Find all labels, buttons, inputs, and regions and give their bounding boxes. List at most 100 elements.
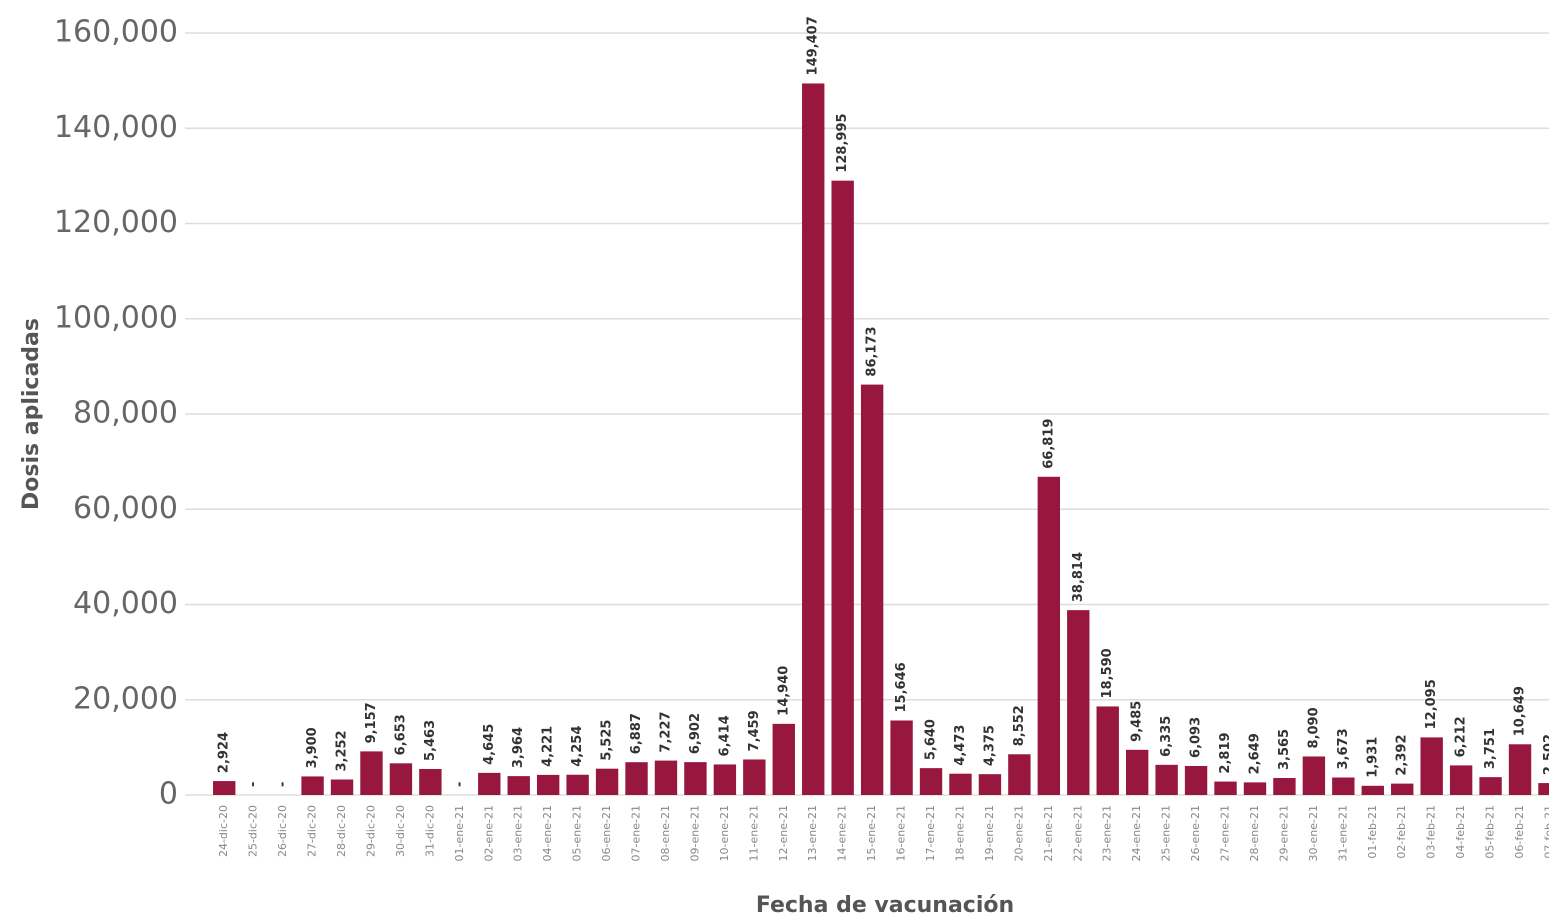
- bar: [1391, 783, 1414, 795]
- value-label: 6,653: [393, 714, 408, 755]
- x-tick-label: 04-feb-21: [1454, 805, 1467, 859]
- value-label: 4,645: [482, 724, 497, 765]
- value-label: 2,502: [1542, 734, 1549, 775]
- x-tick-label: 01-ene-21: [453, 805, 466, 861]
- bar: [1067, 610, 1090, 795]
- x-tick-label: 25-ene-21: [1160, 805, 1173, 861]
- x-tick-label: 30-ene-21: [1307, 805, 1320, 861]
- x-tick-label: 05-ene-21: [571, 805, 584, 861]
- value-label: 6,093: [1189, 717, 1204, 758]
- value-label: -: [246, 782, 261, 787]
- bar: [1302, 756, 1326, 795]
- value-label: 128,995: [835, 113, 850, 172]
- bar: [1479, 777, 1502, 795]
- x-axis-label: Fecha de vacunación: [756, 893, 1014, 918]
- bar: [1273, 778, 1296, 795]
- x-tick-label: 07-feb-21: [1542, 805, 1549, 859]
- bar: [1008, 754, 1031, 795]
- value-label: 3,565: [1277, 729, 1292, 770]
- value-label: 9,157: [364, 702, 379, 743]
- bar: [213, 781, 236, 795]
- value-label: 18,590: [1100, 648, 1115, 698]
- y-axis-label: Dosis aplicadas: [19, 318, 44, 510]
- value-label: -: [452, 782, 467, 787]
- x-tick-label: 11-ene-21: [747, 805, 760, 861]
- value-label: 1,931: [1365, 737, 1380, 778]
- value-label: 8,552: [1012, 705, 1027, 746]
- x-tick-label: 16-ene-21: [895, 805, 908, 861]
- x-tick-label: 15-ene-21: [865, 805, 878, 861]
- value-label: 9,485: [1130, 701, 1145, 742]
- bar: [743, 759, 766, 795]
- y-tick-label: 0: [159, 777, 178, 812]
- value-label: 38,814: [1071, 552, 1086, 602]
- value-label: 2,649: [1247, 733, 1262, 774]
- value-label: -: [276, 782, 291, 787]
- x-tick-label: 24-ene-21: [1130, 805, 1143, 861]
- bar: [625, 762, 648, 795]
- bar: [478, 772, 501, 795]
- bar: [713, 764, 737, 795]
- bar: [1420, 737, 1443, 795]
- bar: [1538, 783, 1549, 795]
- value-label: 5,640: [924, 719, 939, 760]
- x-tick-label: 12-ene-21: [777, 805, 790, 861]
- x-tick-label: 28-dic-20: [335, 805, 348, 857]
- value-label: 86,173: [865, 326, 880, 376]
- bar: [1184, 765, 1208, 795]
- x-tick-label: 31-ene-21: [1336, 805, 1349, 861]
- bar: [1243, 782, 1267, 795]
- bar: [1361, 785, 1384, 795]
- bar: [831, 180, 854, 795]
- value-label: 8,090: [1306, 707, 1321, 748]
- x-tick-label: 02-feb-21: [1395, 805, 1408, 859]
- x-tick-label: 07-ene-21: [630, 805, 643, 861]
- bar: [890, 720, 913, 795]
- x-tick-label: 30-dic-20: [394, 805, 407, 857]
- x-tick-label: 06-ene-21: [600, 805, 613, 861]
- y-tick-label: 140,000: [54, 110, 178, 145]
- x-tick-label: 03-feb-21: [1425, 805, 1438, 859]
- value-label: 6,414: [717, 715, 732, 756]
- bar: [330, 779, 354, 795]
- value-label: 2,392: [1395, 734, 1410, 775]
- value-label: 3,252: [335, 730, 350, 771]
- x-tick-label: 26-ene-21: [1189, 805, 1202, 861]
- x-tick-label: 31-dic-20: [423, 805, 436, 857]
- bar: [949, 773, 972, 795]
- x-tick-label: 05-feb-21: [1484, 805, 1497, 859]
- value-label: 6,212: [1454, 716, 1469, 757]
- x-tick-label: 22-ene-21: [1071, 805, 1084, 861]
- y-tick-label: 120,000: [54, 205, 178, 240]
- x-tick-label: 29-dic-20: [364, 805, 377, 857]
- bar: [1332, 777, 1355, 795]
- value-label: 2,924: [217, 732, 232, 773]
- bar: [1214, 781, 1237, 795]
- value-label: 14,940: [776, 666, 791, 716]
- x-tick-label: 02-ene-21: [482, 805, 495, 861]
- x-tick-label: 29-ene-21: [1277, 805, 1290, 861]
- bar: [860, 384, 884, 795]
- value-label: 4,375: [982, 725, 997, 766]
- x-tick-label: 10-ene-21: [718, 805, 731, 861]
- bar: [536, 774, 560, 795]
- value-label: 5,463: [423, 720, 438, 761]
- x-tick-label: 24-dic-20: [217, 805, 230, 857]
- value-label: 3,673: [1336, 728, 1351, 769]
- x-tick-label: 14-ene-21: [836, 805, 849, 861]
- x-tick-label: 01-feb-21: [1366, 805, 1379, 859]
- x-tick-label: 25-dic-20: [247, 805, 260, 857]
- bar: [1449, 765, 1473, 795]
- value-label: 3,964: [511, 727, 526, 768]
- x-tick-label: 19-ene-21: [983, 805, 996, 861]
- y-tick-label: 100,000: [54, 300, 178, 335]
- y-tick-label: 60,000: [73, 491, 178, 526]
- bar: [978, 774, 1002, 795]
- value-label: 4,221: [541, 726, 556, 767]
- bar: [419, 768, 442, 795]
- y-tick-label: 20,000: [73, 681, 178, 716]
- x-tick-label: 26-dic-20: [276, 805, 289, 857]
- bar: [1096, 706, 1119, 795]
- value-label: 15,646: [894, 662, 909, 712]
